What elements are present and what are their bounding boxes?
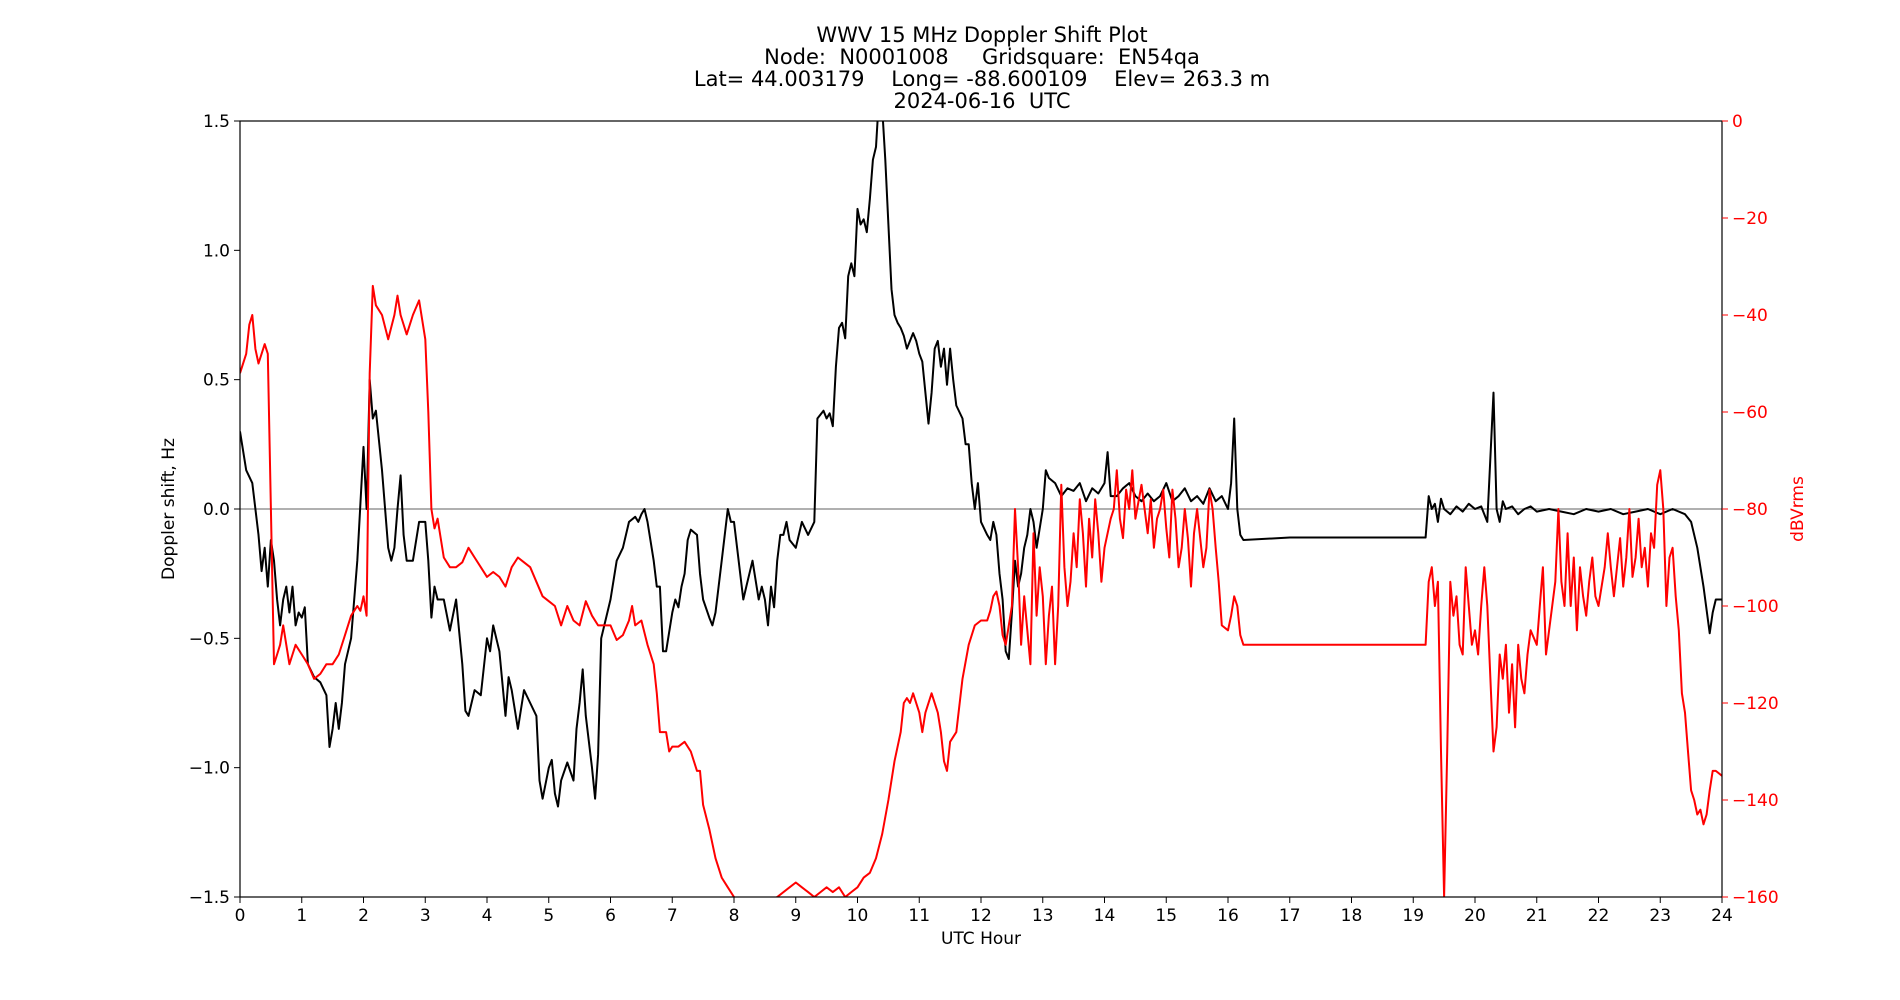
x-tick-label: 2	[358, 906, 369, 926]
x-tick-label: 7	[667, 906, 678, 926]
x-tick-label: 1	[296, 906, 307, 926]
x-tick-label: 5	[543, 906, 554, 926]
y-right-tick-label: −100	[1732, 597, 1779, 617]
x-tick-label: 14	[1094, 906, 1116, 926]
doppler-shift-series	[240, 121, 1722, 808]
title-line-2: Node: N0001008 Gridsquare: EN54qa	[764, 45, 1200, 69]
y-right-tick-label: −20	[1732, 209, 1768, 229]
x-tick-label: 3	[420, 906, 431, 926]
title-line-1: WWV 15 MHz Doppler Shift Plot	[816, 23, 1147, 47]
x-tick-label: 0	[235, 906, 246, 926]
x-tick-label: 18	[1341, 906, 1363, 926]
series-layer	[240, 121, 1722, 897]
x-tick-label: 17	[1279, 906, 1301, 926]
x-tick-label: 6	[605, 906, 616, 926]
x-tick-label: 12	[970, 906, 992, 926]
chart-title: WWV 15 MHz Doppler Shift Plot Node: N000…	[694, 23, 1270, 113]
x-tick-label: 8	[729, 906, 740, 926]
x-tick-label: 23	[1649, 906, 1671, 926]
y-axis-left-label: Doppler shift, Hz	[159, 438, 179, 580]
x-tick-label: 11	[908, 906, 930, 926]
x-tick-label: 15	[1155, 906, 1177, 926]
y-left-tick-label: 0.5	[203, 371, 230, 391]
y-left-tick-label: −1.5	[189, 888, 230, 908]
x-tick-label: 9	[790, 906, 801, 926]
x-axis-label: UTC Hour	[941, 929, 1021, 949]
x-tick-label: 10	[847, 906, 869, 926]
x-tick-label: 22	[1588, 906, 1610, 926]
y-right-tick-label: 0	[1732, 112, 1743, 132]
y-right-tick-label: −60	[1732, 403, 1768, 423]
x-tick-label: 21	[1526, 906, 1548, 926]
y-right-tick-label: −160	[1732, 888, 1779, 908]
title-line-4: 2024-06-16 UTC	[893, 89, 1070, 113]
y-left-tick-label: −1.0	[189, 759, 230, 779]
x-tick-label: 20	[1464, 906, 1486, 926]
signal-level-series	[240, 284, 1722, 897]
x-tick-label: 13	[1032, 906, 1054, 926]
y-right-tick-label: −120	[1732, 694, 1779, 714]
y-left-tick-label: 0.0	[203, 500, 230, 520]
x-tick-label: 16	[1217, 906, 1239, 926]
title-line-3: Lat= 44.003179 Long= -88.600109 Elev= 26…	[694, 67, 1270, 91]
y-left-tick-label: 1.0	[203, 241, 230, 261]
x-tick-label: 24	[1711, 906, 1733, 926]
y-right-tick-label: −40	[1732, 306, 1768, 326]
y-left-tick-label: −0.5	[189, 629, 230, 649]
x-tick-label: 4	[482, 906, 493, 926]
x-tick-label: 19	[1402, 906, 1424, 926]
y-axis-right-label: dBVrms	[1788, 476, 1808, 542]
y-right-tick-label: −80	[1732, 500, 1768, 520]
y-left-tick-label: 1.5	[203, 112, 230, 132]
y-right-tick-label: −140	[1732, 791, 1779, 811]
axes-layer: 0 1 2 3 4 5 6 7 8 9 10 11 12 13 14 15 16 17 18 19 20 21 22 23 24…	[189, 112, 1779, 926]
